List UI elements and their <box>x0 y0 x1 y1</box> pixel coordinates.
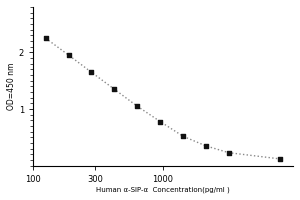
Y-axis label: OD=450 nm: OD=450 nm <box>7 63 16 110</box>
Point <box>278 157 283 161</box>
Point <box>112 88 117 91</box>
Point <box>66 54 71 57</box>
Point <box>135 105 140 108</box>
Point <box>43 37 48 40</box>
X-axis label: Human α-SIP-α  Concentration(pg/ml ): Human α-SIP-α Concentration(pg/ml ) <box>96 187 230 193</box>
Point <box>158 120 163 123</box>
Point <box>203 144 208 147</box>
Point <box>181 135 185 138</box>
Point <box>226 151 231 154</box>
Point <box>89 71 94 74</box>
